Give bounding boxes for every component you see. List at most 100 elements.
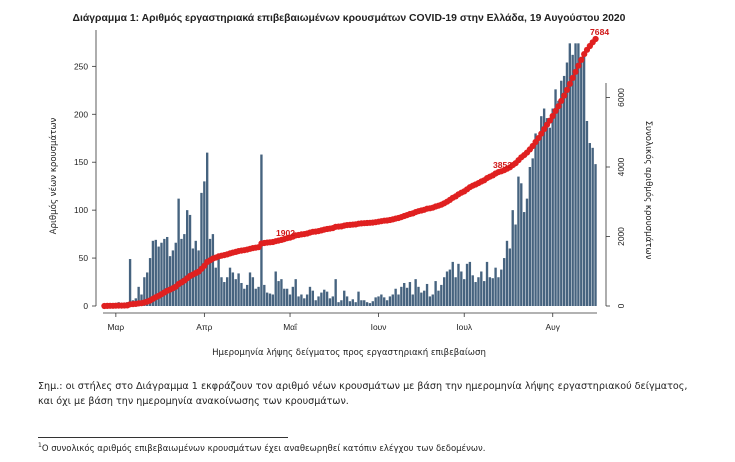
bar [500,269,503,306]
bar [462,279,466,306]
bar [425,283,429,306]
x-month-label: Ιουλ [456,322,473,332]
bar [548,127,552,306]
cumulative-label: 3852 [493,160,512,170]
cumulative-point [572,68,579,75]
bar [245,284,249,306]
axes: 0 50 100 150 200 250 0 2000 4000 6000 Μαρ Απρ Μαΐ Ιου… [74,30,626,332]
bar [274,271,277,306]
y-left-tick-label: 100 [74,205,88,215]
cumulative-label: 7684 [590,27,609,37]
bar [234,279,237,306]
cumulative-point [552,107,559,114]
bar [445,271,449,306]
bar [268,293,272,306]
bar [146,272,149,306]
bar [186,210,189,306]
bar [454,277,457,306]
bar [385,300,389,306]
bar [297,296,300,306]
cumulative-point [558,97,565,104]
bar [151,240,155,306]
bar [408,282,412,306]
bar [551,108,554,307]
bar [380,294,383,306]
cumulative-point [541,126,548,133]
bar [343,290,346,306]
bar [280,279,283,306]
bar [300,294,303,306]
bar [577,43,580,307]
bar [448,269,452,306]
bar [263,284,266,306]
bar [491,278,494,306]
bar [240,282,243,306]
bar [217,256,220,306]
bar [260,154,263,306]
footnote-mark: 1 [38,442,42,449]
bar [528,167,532,306]
cases-chart: Διάγραμμα 1: Αριθμός εργαστηριακά επιβεβ… [48,13,654,358]
bar [254,288,257,306]
x-month-label: Μαΐ [283,322,298,332]
data-labels: 1902 3852 7684 [276,27,609,238]
bar [357,291,360,306]
bar [374,297,377,306]
bar [542,108,546,307]
y-axis-right-label: Συνολικός αριθμός κρουσμάτων [643,121,654,260]
bar [225,277,229,306]
bar [428,296,432,306]
bar [511,210,514,306]
bar [288,294,292,306]
bar [257,286,260,306]
bar [451,261,454,306]
bar-series [103,43,597,307]
x-axis-label: Ημερομηνία λήψης δείγματος προς εργαστηρ… [212,348,486,358]
bar [411,294,414,306]
bar [540,116,543,306]
bar [588,143,591,306]
bar [294,279,297,306]
bar [514,224,517,306]
bar [571,54,574,307]
bar [348,301,352,306]
bar [220,277,223,306]
bar [311,290,315,306]
bar [423,290,426,306]
bar [368,303,372,306]
bar [163,238,166,306]
bar [177,198,180,306]
bar [303,298,306,306]
bar [334,279,337,306]
bar [580,56,583,307]
bar [465,263,469,306]
cumulative-point [546,117,554,124]
y-right-tick-label: 0 [616,303,626,308]
bar [148,258,152,306]
bar [574,43,577,307]
cumulative-point [549,112,556,120]
bar [248,272,252,306]
cumulative-point [592,35,599,43]
bar [166,236,169,306]
bar [174,242,177,306]
y-left-tick-label: 250 [74,61,88,71]
y-left-tick-label: 150 [74,157,88,167]
bar [508,248,512,306]
cumulative-point [538,130,545,137]
bar [337,302,340,306]
bar [457,263,460,306]
bar [485,261,489,306]
cumulative-line [101,35,599,310]
bar [562,75,566,307]
bar [431,294,434,306]
chart-title: Διάγραμμα 1: Αριθμός εργαστηριακά επιβεβ… [73,13,626,24]
bar [345,296,349,306]
bar [231,272,235,306]
bar [443,277,446,306]
cumulative-point [575,62,582,69]
bar [417,286,420,306]
bar [388,296,392,306]
bar [554,89,557,306]
bar [565,62,569,307]
